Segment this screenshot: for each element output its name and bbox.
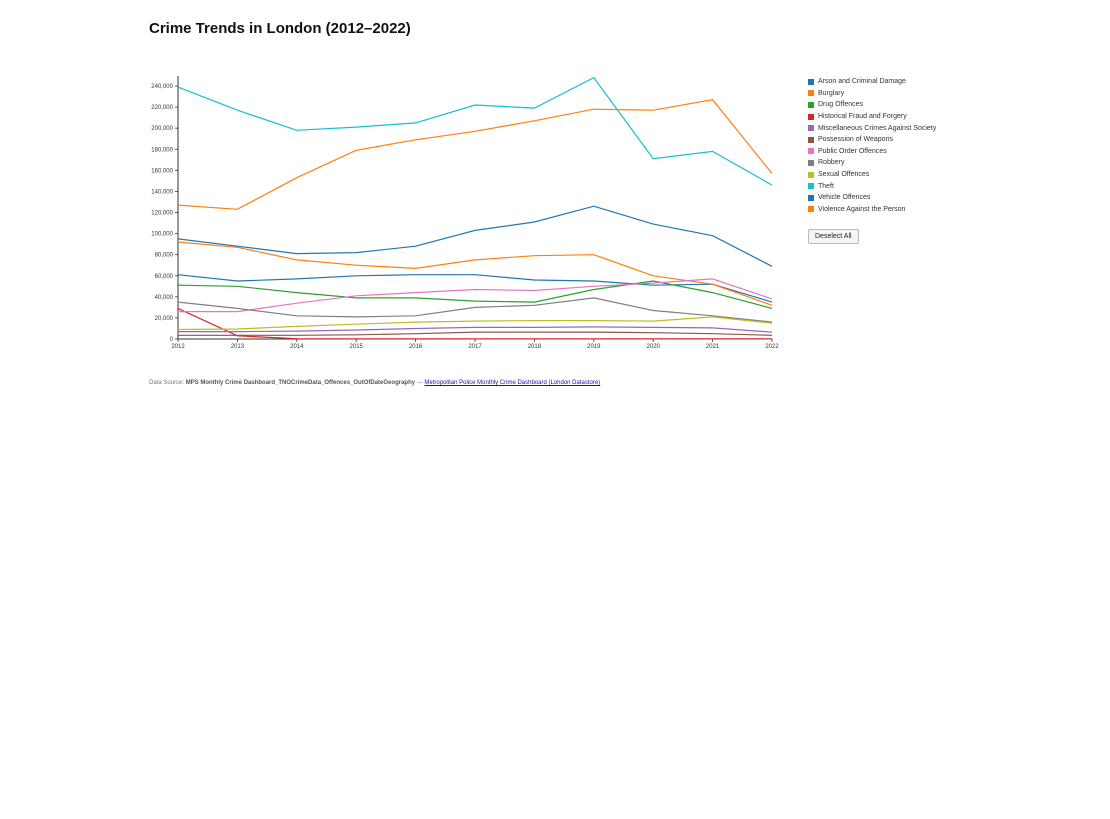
series-line-vehicle-offences [177, 205, 773, 267]
legend-item-miscellaneous-crimes-against-society[interactable]: Miscellaneous Crimes Against Society [808, 122, 936, 134]
legend-swatch [808, 183, 814, 190]
legend-item-possession-of-weapons[interactable]: Possession of Weapons [808, 134, 936, 146]
legend-label: Robbery [818, 159, 845, 167]
x-tick-label: 2016 [409, 344, 423, 350]
data-source-link[interactable]: Metropolitan Police Monthly Crime Dashbo… [424, 380, 601, 386]
legend-swatch [808, 136, 814, 143]
page-title: Crime Trends in London (2012–2022) [149, 20, 411, 37]
y-tick-label: 0 [170, 337, 174, 343]
data-source-prefix: Data Source: [149, 380, 186, 386]
y-tick-label: 200,000 [151, 126, 173, 132]
legend-swatch [808, 78, 814, 85]
legend-item-public-order-offences[interactable]: Public Order Offences [808, 146, 936, 158]
series-line-robbery [177, 297, 773, 323]
series-line-violence-against-the-person [177, 99, 773, 210]
y-tick-label: 160,000 [151, 168, 173, 174]
deselect-all-button[interactable]: Deselect All [808, 229, 859, 244]
legend-swatch [808, 171, 814, 178]
legend-item-vehicle-offences[interactable]: Vehicle Offences [808, 192, 936, 204]
series-line-public-order-offences [178, 278, 773, 313]
legend-swatch [808, 113, 814, 120]
y-tick-label: 20,000 [155, 316, 174, 322]
legend-label: Theft [818, 182, 834, 190]
legend-item-robbery[interactable]: Robbery [808, 157, 936, 169]
y-tick-label: 180,000 [151, 147, 173, 153]
series-line-theft [177, 76, 773, 186]
legend-label: Arson and Criminal Damage [818, 78, 906, 86]
legend-item-theft[interactable]: Theft [808, 180, 936, 192]
series-line-drug-offences [177, 280, 773, 309]
y-tick-label: 240,000 [151, 84, 173, 90]
legend-swatch [808, 194, 814, 201]
x-tick-label: 2018 [528, 344, 542, 350]
series-lines [177, 76, 773, 340]
x-tick-label: 2017 [468, 344, 482, 350]
legend-item-violence-against-the-person[interactable]: Violence Against the Person [808, 204, 936, 216]
x-tick-label: 2020 [647, 344, 661, 350]
legend-swatch [808, 101, 814, 108]
y-axis: 0 20,000 40,000 60,000 80,000 100,000 120,000 1… [151, 76, 179, 343]
legend-item-drug-offences[interactable]: Drug Offences [808, 99, 936, 111]
legend-label: Vehicle Offences [818, 194, 871, 202]
legend-swatch [808, 90, 814, 97]
x-tick-label: 2012 [171, 344, 185, 350]
legend-swatch [808, 206, 814, 213]
series-line-burglary [177, 241, 773, 306]
y-tick-label: 220,000 [151, 105, 173, 111]
series-line-possession-of-weapons [178, 331, 773, 336]
legend-label: Drug Offences [818, 101, 864, 109]
series-line-miscellaneous-crimes-against-society [178, 326, 773, 333]
data-source: Data Source: MPS Monthly Crime Dashboard… [149, 380, 600, 386]
x-tick-label: 2015 [350, 344, 364, 350]
legend-item-burglary[interactable]: Burglary [808, 88, 936, 100]
series-line-sexual-offences [177, 316, 773, 331]
legend-item-arson-and-criminal-damage[interactable]: Arson and Criminal Damage [808, 76, 936, 88]
y-tick-label: 40,000 [155, 295, 174, 301]
legend-swatch [808, 148, 814, 155]
legend: Arson and Criminal Damage Burglary Drug Of… [808, 76, 936, 215]
legend-label: Public Order Offences [818, 147, 887, 155]
y-tick-label: 140,000 [151, 189, 173, 195]
x-tick-label: 2021 [706, 344, 720, 350]
x-tick-label: 2019 [587, 344, 601, 350]
x-tick-label: 2013 [231, 344, 245, 350]
y-tick-label: 60,000 [155, 274, 174, 280]
data-source-name: MPS Monthly Crime Dashboard_TNOCrimeData… [185, 380, 416, 386]
x-tick-label: 2014 [290, 344, 304, 350]
legend-label: Possession of Weapons [818, 136, 893, 144]
legend-label: Historical Fraud and Forgery [818, 113, 907, 121]
y-tick-label: 80,000 [155, 253, 174, 259]
legend-swatch [808, 125, 814, 132]
x-axis: 2012 2013 2014 2015 2016 2017 2018 2019 2020 2021… [171, 338, 779, 350]
y-tick-label: 100,000 [151, 232, 173, 238]
y-tick-label: 120,000 [151, 211, 173, 217]
data-source-separator: — [415, 380, 425, 386]
legend-item-sexual-offences[interactable]: Sexual Offences [808, 169, 936, 181]
x-tick-label: 2022 [765, 344, 779, 350]
legend-label: Sexual Offences [818, 171, 870, 179]
legend-item-historical-fraud-and-forgery[interactable]: Historical Fraud and Forgery [808, 111, 936, 123]
series-line-arson-and-criminal-damage [177, 274, 773, 303]
legend-label: Miscellaneous Crimes Against Society [818, 124, 937, 132]
line-chart: 0 20,000 40,000 60,000 80,000 100,000 120,000 1… [151, 76, 779, 350]
legend-swatch [808, 159, 814, 166]
legend-label: Violence Against the Person [818, 205, 906, 213]
series-line-historical-fraud-and-forgery [177, 307, 772, 340]
legend-label: Burglary [818, 89, 845, 97]
